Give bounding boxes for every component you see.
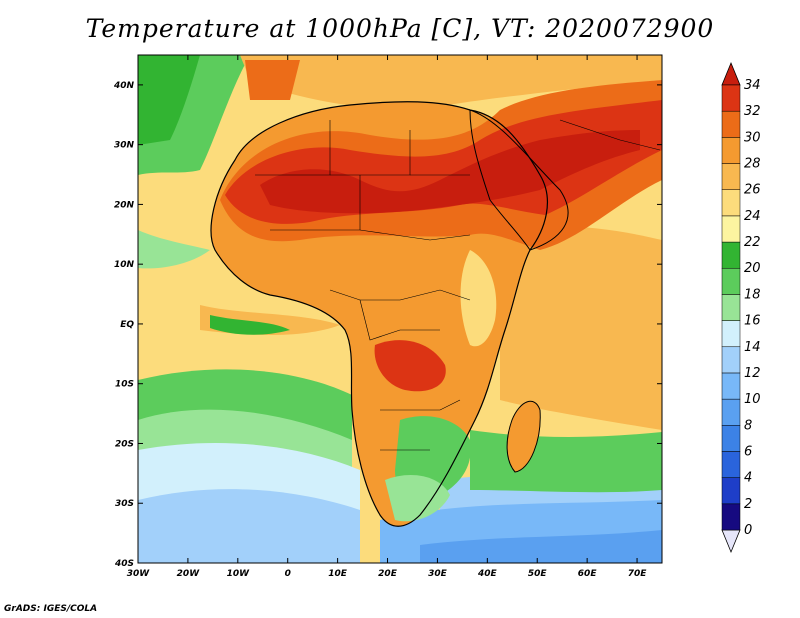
colorbar-segment [721, 137, 741, 164]
colorbar-segment [721, 84, 741, 112]
colorbar-segment [721, 372, 741, 400]
lat-tick-label: 20N [114, 200, 135, 210]
colorbar-segment [721, 294, 741, 321]
colorbar-segment [721, 320, 741, 348]
colorbar-level-label: 10 [744, 392, 761, 407]
lat-tick-label: 40S [114, 559, 134, 569]
lat-tick-label: 10S [115, 380, 134, 390]
colorbar-level-label: 30 [744, 130, 761, 145]
colorbar-level-label: 34 [744, 78, 761, 93]
colorbar-level-label: 16 [744, 314, 761, 329]
colorbar-level-label: 20 [744, 261, 761, 276]
colorbar-segment [721, 503, 741, 531]
lat-tick-label: 20S [115, 439, 134, 449]
colorbar-level-label: 2 [744, 497, 752, 512]
map-title: Temperature at 1000hPa [C], VT: 20200729… [85, 14, 715, 43]
colorbar-level-label: 12 [744, 366, 761, 381]
colorbar-segment [721, 477, 741, 505]
lat-tick-label: 40N [113, 81, 135, 91]
lon-tick-label: 20W [177, 569, 201, 579]
lat-tick-label: 30S [115, 499, 134, 509]
lon-tick-label: 70E [628, 569, 648, 579]
colorbar-level-label: 18 [744, 287, 761, 302]
lat-tick-label: EQ [120, 320, 134, 330]
colorbar-level-label: 22 [744, 235, 761, 250]
colorbar-segment [721, 398, 741, 426]
lon-tick-label: 0 [285, 569, 291, 579]
lon-tick-label: 30E [428, 569, 448, 579]
colorbar-level-label: 14 [744, 340, 761, 355]
colorbar-level-label: 24 [744, 209, 761, 224]
lon-tick-label: 10E [328, 569, 348, 579]
longitude-axis: 30W 20W 10W 0 10E 20E 30E 40E 50E 60E 70E [127, 55, 647, 579]
colorbar-segment [721, 267, 741, 295]
lon-tick-label: 10W [227, 569, 251, 579]
colorbar-segment [721, 425, 741, 452]
lat-tick-label: 30N [114, 141, 135, 151]
temperature-field [138, 55, 662, 563]
colorbar-level-label: 28 [744, 157, 761, 172]
colorbar-level-label: 6 [744, 444, 752, 459]
map-frame [137, 54, 663, 564]
colorbar-level-label: 0 [744, 523, 752, 538]
colorbar-over-triangle [721, 61, 741, 86]
lon-tick-label: 40E [477, 569, 498, 579]
colorbar-segment [721, 346, 741, 374]
lat-tick-label: 10N [114, 260, 135, 270]
colorbar-level-label: 8 [744, 418, 752, 433]
lon-tick-label: 20E [378, 569, 398, 579]
lon-tick-label: 50E [528, 569, 548, 579]
colorbar-under-triangle [721, 529, 741, 554]
latitude-axis: 40N 30N 20N 10N EQ 10S 20S 30S 40S [113, 81, 662, 569]
colorbar-segment [721, 451, 741, 478]
colorbar-segment [721, 215, 741, 243]
colorbar-level-label: 4 [744, 471, 752, 486]
lon-tick-label: 60E [578, 569, 598, 579]
colorbar-level-label: 26 [744, 183, 761, 198]
credit-text: GrADS: IGES/COLA [4, 604, 98, 614]
colorbar-segment [721, 241, 741, 269]
colorbar-segment [721, 189, 741, 217]
colorbar-segment [721, 110, 741, 138]
colorbar-segment [721, 163, 741, 190]
colorbar-level-label: 32 [744, 104, 761, 119]
lon-tick-label: 30W [127, 569, 151, 579]
